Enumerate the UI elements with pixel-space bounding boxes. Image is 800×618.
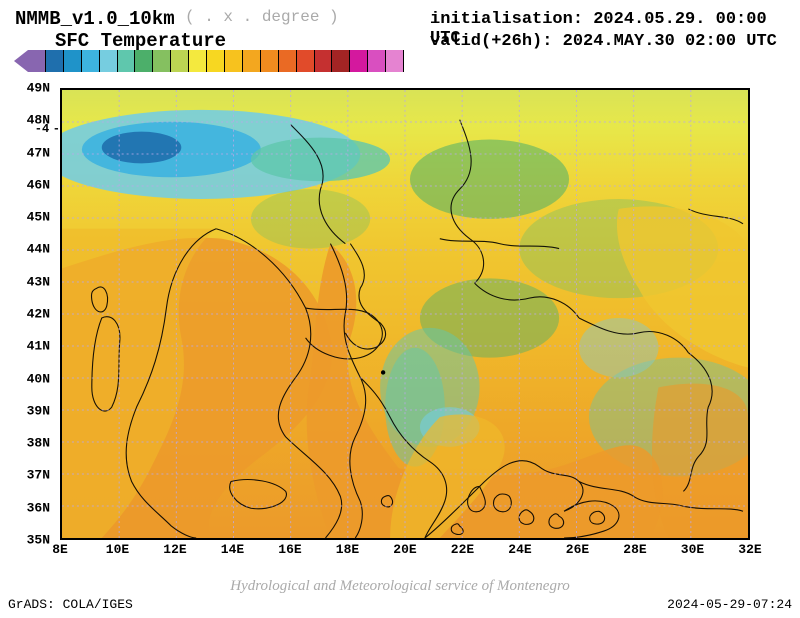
longitude-label-12E: 12E: [163, 542, 186, 557]
colorbar: -4-202468101214161820222426283032343638: [14, 50, 404, 72]
colorbar-segment: [189, 50, 207, 72]
latitude-label-40N: 40N: [27, 371, 50, 386]
latitude-labels: 49N 48N 47N 46N 45N 44N 43N 42N 41N 40N 39N 38N 37N 3…: [0, 88, 58, 540]
colorbar-segment: [315, 50, 333, 72]
colorbar-segment: [46, 50, 64, 72]
latitude-label-49N: 49N: [27, 81, 50, 96]
latitude-label-39N: 39N: [27, 403, 50, 418]
latitude-label-37N: 37N: [27, 468, 50, 483]
model-title: NMMB_v1.0_10km: [15, 8, 175, 30]
colorbar-segment: [350, 50, 368, 72]
longitude-label-18E: 18E: [336, 542, 359, 557]
colorbar-segment: [386, 50, 404, 72]
latitude-label-42N: 42N: [27, 307, 50, 322]
colorbar-segment: [207, 50, 225, 72]
colorbar-segment: [118, 50, 136, 72]
longitude-label-32E: 32E: [738, 542, 761, 557]
colorbar-segment: [82, 50, 100, 72]
longitude-label-28E: 28E: [623, 542, 646, 557]
colorbar-segment: [135, 50, 153, 72]
colorbar-segment: [261, 50, 279, 72]
footer-title: Hydrological and Meteorological service …: [0, 578, 800, 595]
colorbar-arrow-left: [14, 50, 28, 72]
latitude-label-38N: 38N: [27, 436, 50, 451]
latitude-label-46N: 46N: [27, 177, 50, 192]
colorbar-segment: [64, 50, 82, 72]
latitude-label-35N: 35N: [27, 533, 50, 548]
temperature-map[interactable]: [60, 88, 750, 540]
grads-source-label: GrADS: COLA/IGES: [8, 597, 133, 612]
longitude-label-26E: 26E: [566, 542, 589, 557]
latitude-label-45N: 45N: [27, 210, 50, 225]
longitude-label-24E: 24E: [508, 542, 531, 557]
longitude-label-16E: 16E: [278, 542, 301, 557]
latitude-label-43N: 43N: [27, 274, 50, 289]
latitude-label-48N: 48N: [27, 113, 50, 128]
latitude-label-44N: 44N: [27, 242, 50, 257]
timestamp-label: 2024-05-29-07:24: [667, 597, 792, 612]
montenegro-marker-icon: [381, 370, 385, 374]
longitude-label-8E: 8E: [52, 542, 68, 557]
longitude-label-30E: 30E: [681, 542, 704, 557]
colorbar-segment: [100, 50, 118, 72]
longitude-label-10E: 10E: [106, 542, 129, 557]
colorbar-segment: [279, 50, 297, 72]
colorbar-segment: [153, 50, 171, 72]
latitude-label-41N: 41N: [27, 339, 50, 354]
colorbar-segment: [171, 50, 189, 72]
variable-title: SFC Temperature: [55, 30, 226, 52]
colorbar-segment: [297, 50, 315, 72]
valid-text: valid(+26h): 2024.MAY.30 02:00 UTC: [430, 32, 777, 51]
longitude-label-20E: 20E: [393, 542, 416, 557]
model-subtitle: ( . x . degree ): [185, 8, 339, 26]
longitude-label-14E: 14E: [221, 542, 244, 557]
latitude-label-47N: 47N: [27, 145, 50, 160]
latitude-label-36N: 36N: [27, 500, 50, 515]
colorbar-segment: [28, 50, 46, 72]
longitude-label-22E: 22E: [451, 542, 474, 557]
colorbar-segment: [243, 50, 261, 72]
colorbar-segment: [332, 50, 350, 72]
colorbar-segment: [225, 50, 243, 72]
longitude-labels: 8E 10E 12E 14E 16E 18E 20E 22E 24E 26E 28E 30E 32E: [60, 540, 750, 560]
colorbar-segment: [368, 50, 386, 72]
